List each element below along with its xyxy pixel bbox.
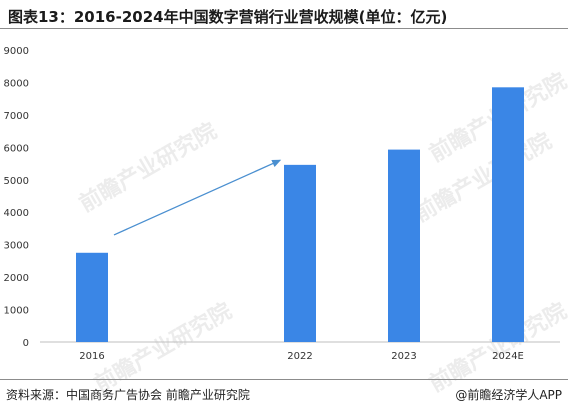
y-tick-label: 7000 (4, 111, 29, 122)
y-tick-label: 4000 (4, 208, 29, 219)
bar (492, 87, 524, 342)
y-tick-label: 5000 (4, 176, 29, 187)
footer-divider (0, 379, 568, 380)
source-note: 资料来源：中国商务广告协会 前瞻产业研究院 (6, 388, 250, 402)
bar (388, 149, 420, 342)
y-tick-label: 8000 (4, 78, 29, 89)
x-tick-label: 2016 (79, 351, 104, 362)
y-tick-label: 1000 (4, 306, 29, 317)
x-tick-label: 2022 (287, 351, 312, 362)
trend-arrow (113, 159, 282, 236)
y-tick-label: 0 (23, 338, 29, 349)
bar (284, 164, 316, 342)
y-tick-label: 3000 (4, 241, 29, 252)
x-tick-label: 2023 (391, 351, 416, 362)
bar (76, 252, 108, 342)
chart-title: 图表13：2016-2024年中国数字营销行业营收规模(单位：亿元) (8, 8, 448, 26)
title-divider (0, 28, 568, 29)
brand-credit: @前瞻经济学人APP (455, 388, 562, 402)
y-tick-label: 2000 (4, 273, 29, 284)
y-tick-label: 9000 (4, 46, 29, 57)
y-tick-label: 6000 (4, 143, 29, 154)
x-tick-label: 2024E (492, 351, 524, 362)
